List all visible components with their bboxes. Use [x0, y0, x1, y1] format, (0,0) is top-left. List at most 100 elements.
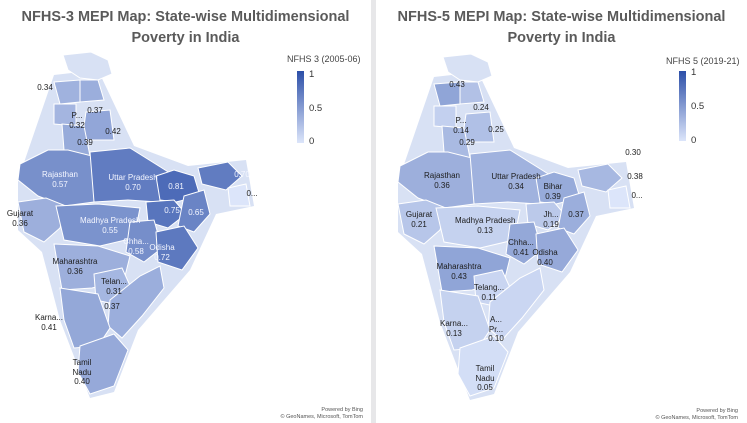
state-value: 0.55: [102, 225, 118, 235]
label-karnataka: Karna... 0.13: [424, 319, 484, 338]
label-rajasthan: Rajasthan 0.36: [412, 171, 472, 190]
label-chhattisgarh: Chha... 0.41: [491, 238, 551, 257]
label-meghalaya: 0...: [222, 189, 282, 199]
region-meghalaya: [227, 183, 251, 207]
label-chhattisgarh: Chha... 0.58: [106, 237, 166, 256]
region-jammu-kashmir: [62, 51, 113, 81]
label-jharkhand: Jh... 0.19: [521, 210, 581, 229]
right-attribution: Powered by Bing © GeoNames, Microsoft, T…: [656, 408, 739, 421]
region-gujarat: [397, 199, 447, 245]
state-name: Nadu: [72, 367, 92, 377]
state-name: Telan...: [101, 277, 127, 286]
label-maharashtra: Maharashtra 0.36: [45, 257, 105, 276]
label-rajasthan: Rajasthan 0.57: [30, 170, 90, 189]
state-value: 0.72: [154, 252, 170, 262]
state-value: 0.75: [164, 206, 180, 215]
right-attribution-line1: Powered by Bing: [696, 408, 738, 414]
label-odisha: Odisha 0.72: [132, 243, 192, 262]
state-value: 0.37: [104, 302, 120, 311]
state-value: 0.21: [411, 219, 427, 229]
region-west-bengal: [177, 189, 211, 233]
right-map-title: NFHS-5 MEPI Map: State-wise Multidimensi…: [397, 9, 726, 46]
label-uttarakhand: 0.25: [466, 125, 526, 135]
state-value: 0.14: [453, 125, 469, 135]
state-name: Maharashtra: [436, 262, 482, 271]
left-legend-min: 0: [309, 136, 315, 147]
state-name: P...: [71, 111, 83, 120]
state-name: Maharashtra: [52, 257, 98, 266]
region-northeast: [577, 163, 623, 193]
region-odisha: [535, 227, 579, 273]
state-value: 0.38: [627, 172, 643, 181]
state-value: 0.13: [446, 328, 462, 338]
region-jharkhand: [145, 199, 187, 229]
state-value: 0.41: [41, 322, 57, 332]
region-northeast: [197, 161, 243, 191]
region-jammu-kashmir: [442, 53, 493, 83]
state-value: 0.40: [74, 377, 90, 386]
state-name: Pr...: [488, 324, 504, 334]
label-telangana: Telan... 0.31: [84, 277, 144, 296]
region-meghalaya: [607, 185, 631, 209]
label-telangana: Telang... 0.11: [459, 283, 519, 302]
state-name: Madhya Pradesh: [455, 216, 516, 225]
right-legend-mid: 0.5: [691, 101, 705, 112]
label-meghalaya: 0...: [607, 191, 667, 201]
label-haryana: P... 0.14: [431, 116, 491, 135]
left-map-title: NFHS-3 MEPI Map: State-wise Multidimensi…: [21, 9, 350, 46]
label-haryana: P... 0.32: [47, 111, 107, 130]
state-value: 0.57: [52, 179, 68, 189]
right-legend-gradient: [679, 71, 686, 141]
label-andhra: 0.37: [82, 302, 142, 312]
state-value: 0.13: [477, 225, 493, 235]
label-uttarakhand: 0.42: [83, 127, 143, 137]
state-value: 0.70: [125, 182, 141, 192]
left-legend-max: 1: [309, 69, 315, 80]
label-bihar: 0.81: [146, 182, 206, 192]
region-punjab-area: [79, 79, 105, 103]
state-name: Tamil: [475, 364, 495, 373]
label-northeast: 0.70: [212, 170, 272, 180]
state-value: 0.58: [128, 246, 144, 256]
left-map-panel: NFHS-3 MEPI Map: State-wise Multidimensi…: [0, 0, 371, 423]
state-name: Bihar: [543, 182, 563, 191]
region-gujarat: [17, 197, 67, 243]
state-name: Odisha: [532, 248, 558, 257]
state-value: 0.36: [12, 218, 28, 228]
state-value: 0.19: [543, 219, 559, 229]
state-value: 0.37: [568, 210, 584, 219]
state-value: 0.40: [537, 257, 553, 267]
label-west-bengal: 0.37: [546, 210, 606, 220]
label-odisha: Odisha 0.40: [515, 248, 575, 267]
right-attribution-line2: © GeoNames, Microsoft, TomTom: [655, 414, 739, 421]
state-value: 0.39: [77, 138, 93, 147]
state-value: 0.36: [67, 266, 83, 276]
label-west-bengal: 0.65: [166, 208, 226, 218]
state-name: A...: [489, 315, 502, 324]
state-value: 0.36: [434, 180, 450, 190]
region-chhattisgarh: [125, 219, 163, 263]
label-madhya-pradesh: Madhya Pradesh 0.13: [455, 216, 515, 235]
state-value: 0...: [246, 189, 258, 198]
state-value: 0.42: [105, 127, 121, 136]
state-value: 0.37: [87, 106, 103, 115]
right-choropleth-map: [397, 53, 634, 400]
right-map-panel: NFHS-5 MEPI Map: State-wise Multidimensi…: [376, 0, 747, 423]
state-name: Rajasthan: [423, 171, 461, 180]
state-value: 0.41: [513, 247, 529, 257]
label-himachal: 0.43: [427, 80, 487, 90]
region-chhattisgarh: [505, 221, 543, 265]
state-value: 0.43: [451, 271, 467, 281]
label-karnataka: Karna... 0.41: [19, 313, 79, 332]
label-jharkhand: 0.75: [142, 206, 202, 216]
state-value: 0.30: [625, 148, 641, 157]
state-value: 0.32: [69, 120, 85, 130]
state-name: Chha...: [508, 238, 534, 247]
state-name: Telang...: [473, 283, 505, 292]
left-choropleth-map: [17, 51, 254, 398]
state-value: 0.25: [488, 125, 504, 134]
state-value: 0...: [631, 191, 643, 200]
label-delhi-area: 0.29: [437, 138, 497, 148]
state-value: 0.65: [188, 208, 204, 217]
state-name: Uttar Pradesh: [108, 173, 158, 182]
